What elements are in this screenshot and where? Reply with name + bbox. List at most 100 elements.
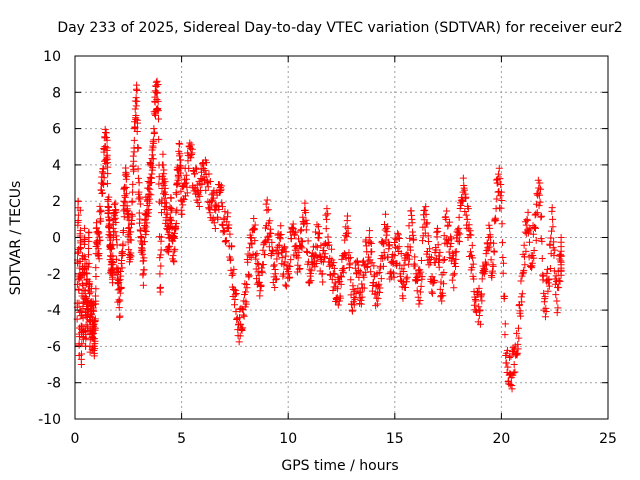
data-point bbox=[272, 276, 280, 284]
data-point bbox=[275, 241, 283, 249]
data-point bbox=[92, 297, 100, 305]
data-point bbox=[204, 183, 212, 191]
data-point bbox=[140, 238, 148, 246]
data-point bbox=[154, 107, 162, 115]
data-point bbox=[274, 230, 282, 238]
data-point bbox=[129, 188, 137, 196]
data-point bbox=[100, 174, 108, 182]
data-point bbox=[466, 227, 474, 235]
x-axis-label: GPS time / hours bbox=[281, 458, 398, 474]
data-point bbox=[236, 314, 244, 322]
data-point bbox=[167, 217, 175, 225]
data-point bbox=[549, 223, 557, 231]
data-point bbox=[244, 258, 252, 266]
data-point bbox=[232, 308, 240, 316]
data-point bbox=[410, 235, 418, 243]
data-point bbox=[85, 259, 93, 267]
data-point bbox=[100, 180, 108, 188]
data-point bbox=[472, 297, 480, 305]
data-point bbox=[221, 208, 229, 216]
data-point bbox=[105, 203, 113, 211]
data-point bbox=[304, 258, 312, 266]
data-point bbox=[470, 275, 478, 283]
data-point bbox=[423, 219, 431, 227]
data-point bbox=[286, 273, 294, 281]
data-point bbox=[405, 222, 413, 230]
data-point bbox=[112, 208, 120, 216]
data-point bbox=[249, 225, 257, 233]
data-point bbox=[548, 204, 556, 212]
data-point bbox=[154, 81, 162, 89]
data-point bbox=[85, 244, 93, 252]
data-point bbox=[449, 271, 457, 279]
data-point bbox=[360, 273, 368, 281]
x-tick-labels: 0 5 10 15 20 25 bbox=[71, 431, 617, 447]
data-point bbox=[376, 284, 384, 292]
data-point bbox=[195, 188, 203, 196]
data-point bbox=[557, 266, 565, 274]
data-point bbox=[358, 293, 366, 301]
data-point bbox=[286, 262, 294, 270]
data-point bbox=[418, 273, 426, 281]
data-point bbox=[506, 381, 514, 389]
data-point bbox=[295, 265, 303, 273]
data-point bbox=[530, 247, 538, 255]
data-point bbox=[372, 302, 380, 310]
data-point bbox=[136, 200, 144, 208]
data-point bbox=[105, 206, 113, 214]
data-point bbox=[495, 164, 503, 172]
data-point bbox=[368, 248, 376, 256]
data-point bbox=[117, 283, 125, 291]
data-point bbox=[421, 206, 429, 214]
data-point bbox=[206, 178, 214, 186]
data-point bbox=[432, 246, 440, 254]
data-point bbox=[366, 227, 374, 235]
x-tick-label: 10 bbox=[279, 431, 297, 447]
data-point bbox=[375, 280, 383, 288]
data-point bbox=[520, 241, 528, 249]
data-point bbox=[413, 273, 421, 281]
data-point bbox=[266, 217, 274, 225]
x-tick-label: 0 bbox=[71, 431, 80, 447]
data-point bbox=[518, 298, 526, 306]
data-point bbox=[469, 254, 477, 262]
data-point bbox=[411, 262, 419, 270]
data-point bbox=[167, 215, 175, 223]
data-point bbox=[311, 263, 319, 271]
data-point bbox=[498, 197, 506, 205]
data-point bbox=[546, 264, 554, 272]
data-point bbox=[264, 236, 272, 244]
data-point bbox=[553, 309, 561, 317]
data-point bbox=[148, 170, 156, 178]
data-point bbox=[82, 300, 90, 308]
data-point bbox=[132, 102, 140, 110]
data-point bbox=[428, 289, 436, 297]
data-point bbox=[329, 270, 337, 278]
y-tick-label: -8 bbox=[47, 376, 61, 392]
data-point bbox=[133, 86, 141, 94]
data-point bbox=[228, 242, 236, 250]
data-point bbox=[108, 245, 116, 253]
data-point bbox=[367, 240, 375, 248]
data-point bbox=[511, 368, 519, 376]
data-point bbox=[461, 207, 469, 215]
data-point bbox=[557, 258, 565, 266]
y-tick-label: 0 bbox=[52, 231, 61, 247]
data-point bbox=[148, 151, 156, 159]
data-point bbox=[383, 228, 391, 236]
data-point bbox=[451, 260, 459, 268]
data-point bbox=[101, 143, 109, 151]
data-point bbox=[557, 243, 565, 251]
data-point bbox=[120, 197, 128, 205]
data-point bbox=[439, 292, 447, 300]
data-point bbox=[224, 209, 232, 217]
data-point bbox=[510, 369, 518, 377]
data-point bbox=[237, 320, 245, 328]
data-point bbox=[521, 261, 529, 269]
data-point bbox=[368, 259, 376, 267]
data-point bbox=[504, 363, 512, 371]
data-point bbox=[194, 199, 202, 207]
y-tick-label: 8 bbox=[52, 85, 61, 101]
data-point bbox=[539, 272, 547, 280]
